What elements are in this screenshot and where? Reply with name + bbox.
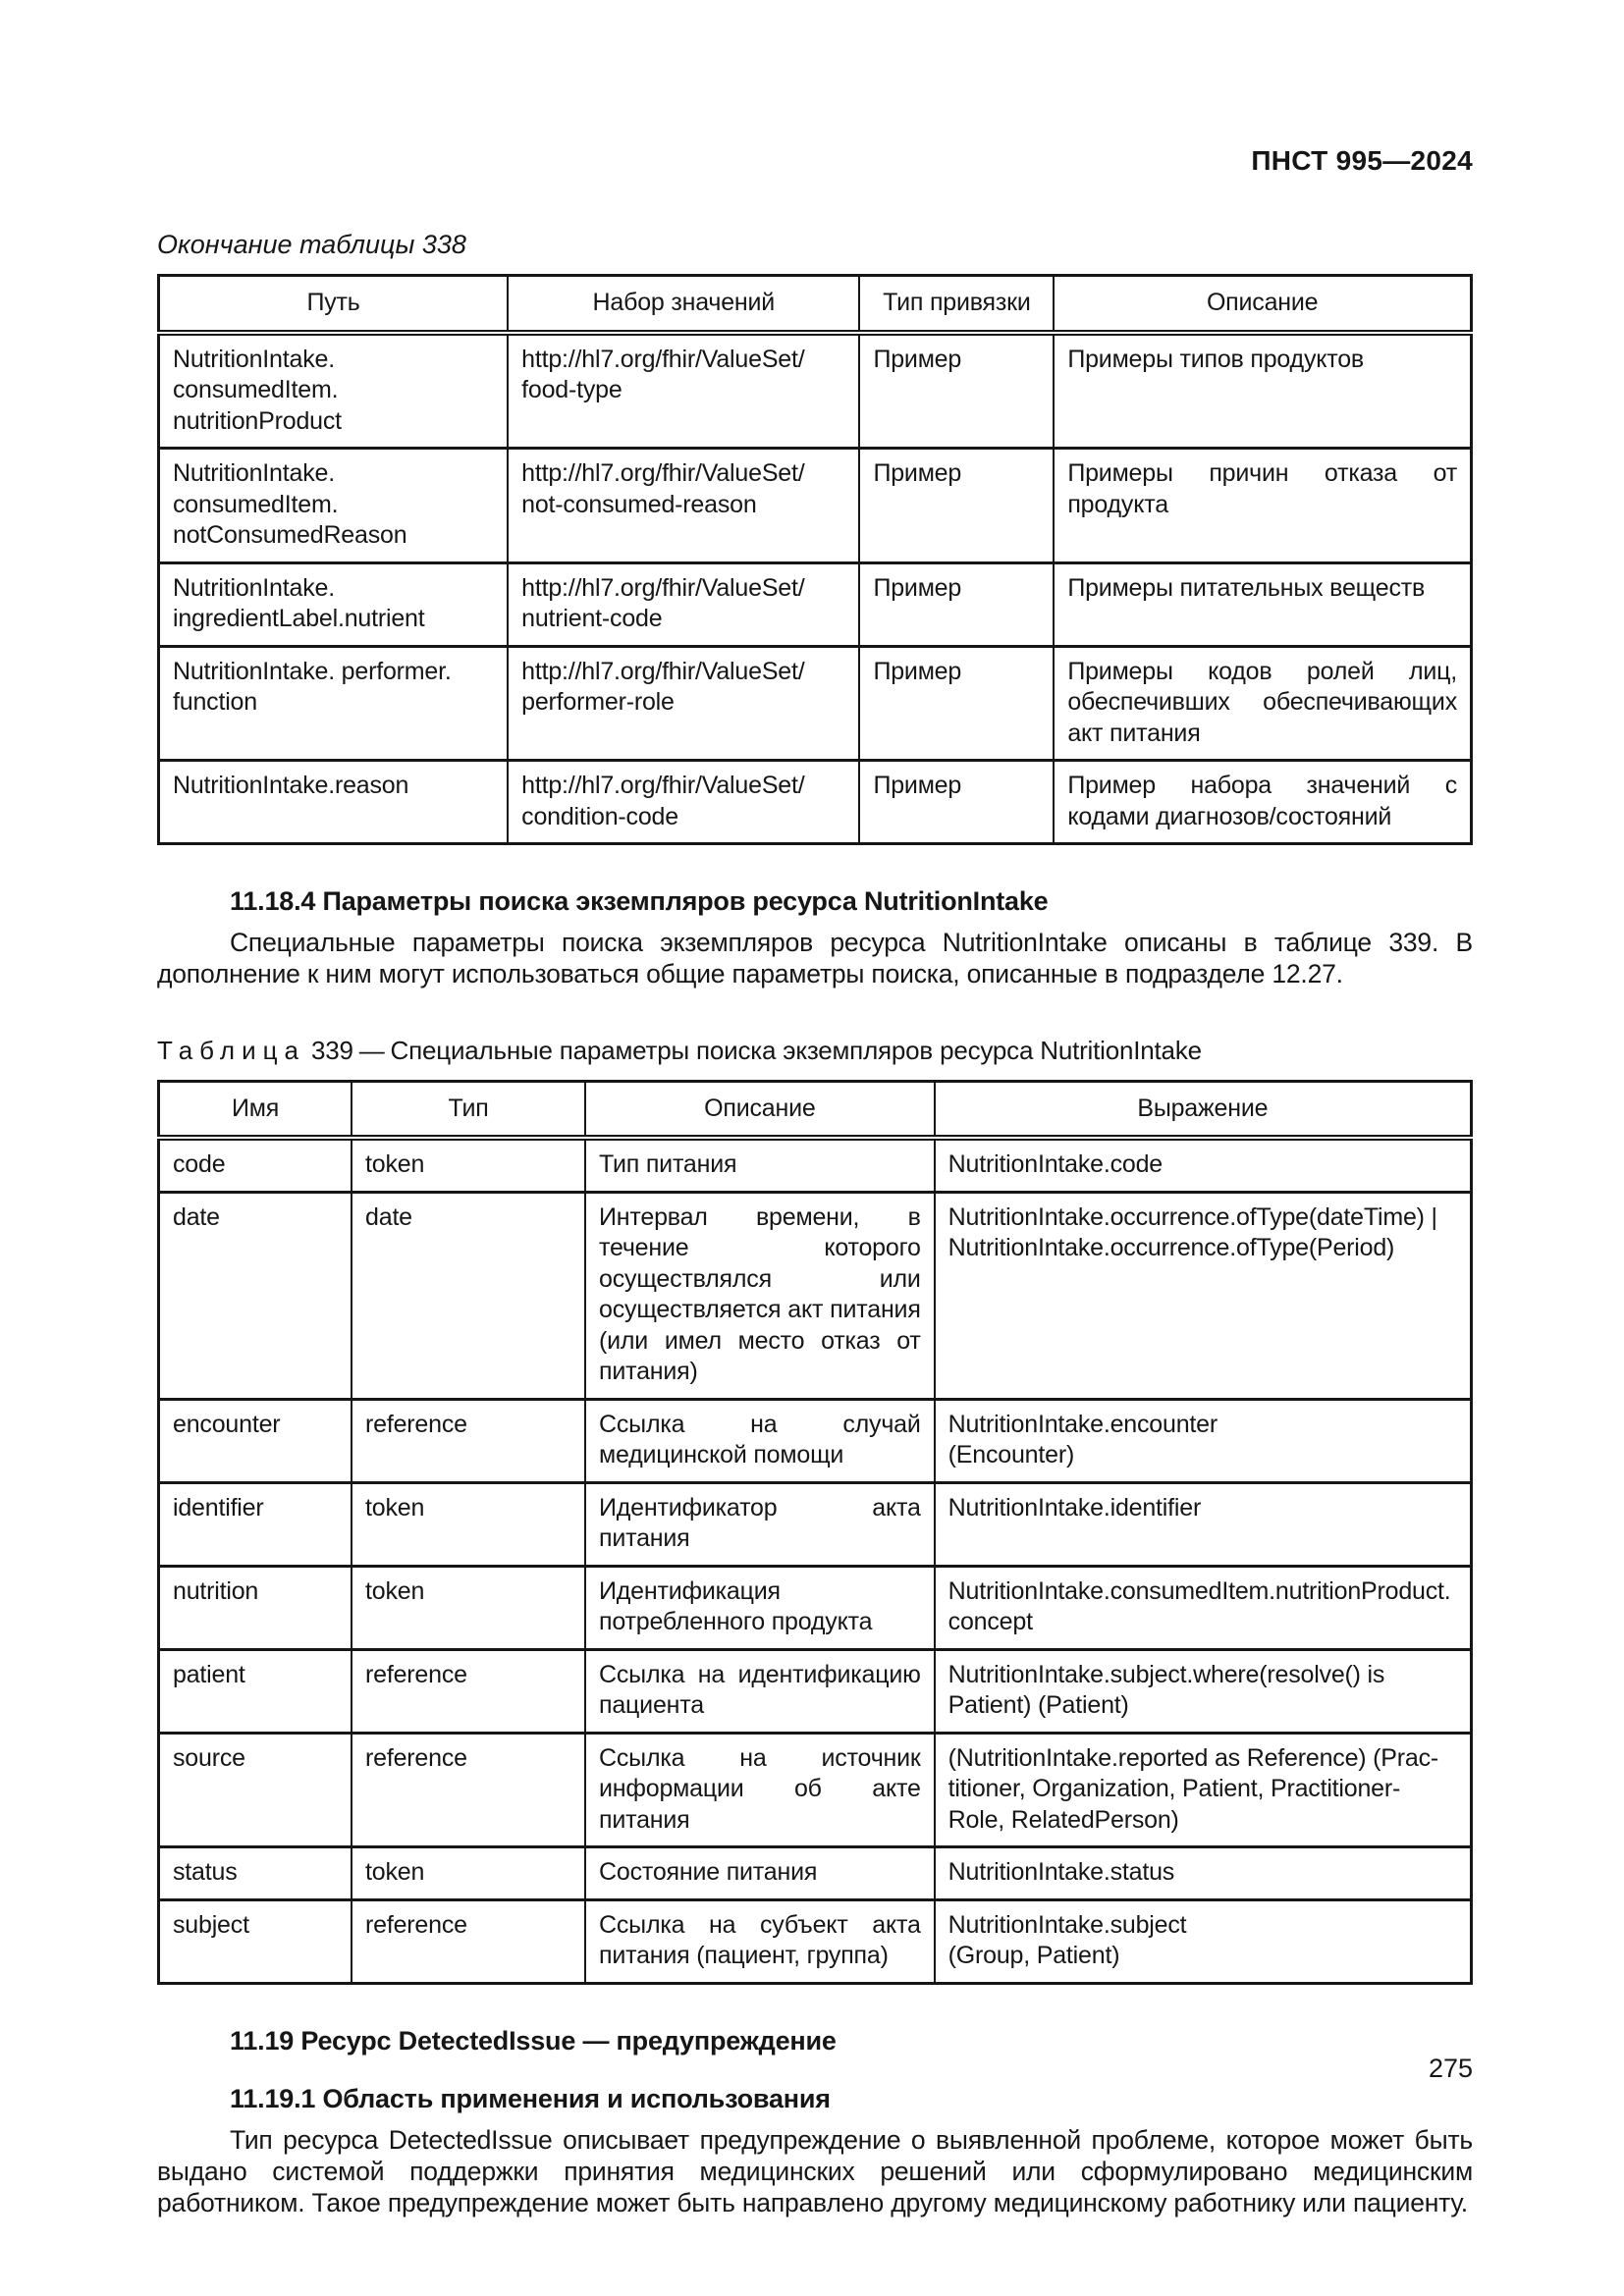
type-cell: token [351, 1137, 587, 1194]
table-row: encounter reference Ссылка на случай мед… [157, 1398, 1473, 1484]
binding-cell: Пример [858, 447, 1056, 564]
table-row: NutritionIntake. performer. function htt… [157, 645, 1473, 762]
type-cell: token [351, 1481, 587, 1568]
type-cell: token [351, 1565, 587, 1651]
expression-cell: NutritionIntake.subject (Group, Patient) [933, 1898, 1473, 1985]
description-cell: Примеры причин отказа от продукта [1053, 447, 1473, 564]
column-header-valueset: Набор значений [507, 274, 861, 336]
description-cell: Примеры кодов ролей лиц, обеспечивших об… [1053, 645, 1473, 762]
table-row: source reference Ссылка на источник инфо… [157, 1732, 1473, 1849]
description-cell: Ссылка на источник информации об акте пи… [584, 1732, 936, 1849]
name-cell: date [157, 1191, 353, 1401]
valueset-cell: http://hl7.org/fhir/ValueSet/ not-consum… [507, 447, 861, 564]
expression-cell: NutritionIntake.status [933, 1845, 1473, 1901]
path-cell: NutritionIntake. consumedItem. nutrition… [157, 331, 510, 450]
expression-cell: NutritionIntake.consumedItem.nutritionPr… [933, 1565, 1473, 1651]
section-heading-11-19: 11.19 Ресурс DetectedIssue — предупрежде… [230, 2025, 837, 2056]
table-row: NutritionIntake. ingredientLabel.nutrien… [157, 561, 1473, 648]
path-cell: NutritionIntake. ingredientLabel.nutrien… [157, 561, 510, 648]
description-cell: Ссылка на идентификацию пациента [584, 1648, 936, 1735]
table-339-header-row: Имя Тип Описание Выражение [157, 1080, 1473, 1142]
path-cell: NutritionIntake. performer. function [157, 645, 510, 762]
table-row: status token Состояние питания Nutrition… [157, 1845, 1473, 1901]
valueset-cell: http://hl7.org/fhir/ValueSet/ food-type [507, 331, 861, 450]
table-caption-title: Специальные параметры поиска экземпляров… [390, 1035, 1203, 1065]
name-cell: encounter [157, 1398, 353, 1484]
path-cell: NutritionIntake. consumedItem. notConsum… [157, 447, 510, 564]
column-header-type: Тип [351, 1080, 587, 1142]
description-cell: Ссылка на случай медицинской помощи [584, 1398, 936, 1484]
section-heading-11-19-1: 11.19.1 Область применения и использован… [230, 2083, 831, 2113]
binding-cell: Пример [858, 561, 1056, 648]
binding-cell: Пример [858, 759, 1056, 845]
path-cell: NutritionIntake.reason [157, 759, 510, 845]
type-cell: reference [351, 1898, 587, 1985]
description-cell: Интервал времени, в течение которого осу… [584, 1191, 936, 1401]
expression-cell: NutritionIntake.identifier [933, 1481, 1473, 1568]
valueset-cell: http://hl7.org/fhir/ValueSet/ performer-… [507, 645, 861, 762]
table-caption-dash: — [358, 1035, 385, 1065]
page-number: 275 [1428, 2054, 1473, 2083]
description-cell: Пример набора значений с кодами диагнозо… [1053, 759, 1473, 845]
name-cell: status [157, 1845, 353, 1901]
table-339-caption: Таблица 339— Специальные параметры поиска … [157, 1036, 1473, 1066]
valueset-cell: http://hl7.org/fhir/ValueSet/ nutrient-c… [507, 561, 861, 648]
type-cell: reference [351, 1398, 587, 1484]
expression-cell: NutritionIntake.code [933, 1137, 1473, 1194]
description-cell: Идентификатор акта питания [584, 1481, 936, 1568]
column-header-binding: Тип привязки [858, 274, 1056, 336]
name-cell: subject [157, 1898, 353, 1985]
table-338-continuation-label: Окончание таблицы 338 [157, 230, 466, 259]
page-content: ПНСТ 995—2024 Окончание таблицы 338 Путь… [157, 0, 1473, 2219]
table-row: identifier token Идентификатор акта пита… [157, 1481, 1473, 1568]
table-row: NutritionIntake. consumedItem. nutrition… [157, 331, 1473, 450]
name-cell: identifier [157, 1481, 353, 1568]
name-cell: source [157, 1732, 353, 1849]
description-cell: Идентификация потребленного продукта [584, 1565, 936, 1651]
expression-cell: (NutritionIntake.reported as Reference) … [933, 1732, 1473, 1849]
section-11-19-paragraph: Тип ресурса DetectedIssue описывает пред… [157, 2124, 1473, 2218]
description-cell: Ссылка на субъект акта питания (пациент,… [584, 1898, 936, 1985]
column-header-name: Имя [157, 1080, 353, 1142]
type-cell: token [351, 1845, 587, 1901]
table-339: Имя Тип Описание Выражение code token Ти… [157, 1079, 1473, 1985]
description-cell: Тип питания [584, 1137, 936, 1194]
table-row: patient reference Ссылка на идентификаци… [157, 1648, 1473, 1735]
expression-cell: NutritionIntake.encounter (Encounter) [933, 1398, 1473, 1484]
column-header-expression: Выражение [933, 1080, 1473, 1142]
table-338: Путь Набор значений Тип привязки Описани… [157, 274, 1473, 845]
column-header-description: Описание [584, 1080, 936, 1142]
expression-cell: NutritionIntake.subject.where(resolve() … [933, 1648, 1473, 1735]
name-cell: nutrition [157, 1565, 353, 1651]
table-row: nutrition token Идентификация потребленн… [157, 1565, 1473, 1651]
table-caption-label: Таблица [157, 1035, 305, 1065]
table-caption-number: 339 [310, 1035, 353, 1065]
description-cell: Примеры типов продуктов [1053, 331, 1473, 450]
table-row: subject reference Ссылка на субъект акта… [157, 1898, 1473, 1985]
valueset-cell: http://hl7.org/fhir/ValueSet/ condition-… [507, 759, 861, 845]
name-cell: code [157, 1137, 353, 1194]
binding-cell: Пример [858, 645, 1056, 762]
table-row: date date Интервал времени, в течение ко… [157, 1191, 1473, 1401]
name-cell: patient [157, 1648, 353, 1735]
column-header-path: Путь [157, 274, 510, 336]
section-11-18-4-paragraph: Специальные параметры поиска экземпляров… [157, 928, 1473, 989]
type-cell: date [351, 1191, 587, 1401]
table-338-header-row: Путь Набор значений Тип привязки Описани… [157, 274, 1473, 336]
section-heading-11-18-4: 11.18.4 Параметры поиска экземпляров рес… [230, 886, 1049, 916]
description-cell: Состояние питания [584, 1845, 936, 1901]
type-cell: reference [351, 1732, 587, 1849]
type-cell: reference [351, 1648, 587, 1735]
column-header-description: Описание [1053, 274, 1473, 336]
table-row: code token Тип питания NutritionIntake.c… [157, 1137, 1473, 1194]
expression-cell: NutritionIntake.occurrence.ofType(dateTi… [933, 1191, 1473, 1401]
document-code: ПНСТ 995—2024 [1251, 145, 1473, 176]
table-row: NutritionIntake.reason http://hl7.org/fh… [157, 759, 1473, 845]
binding-cell: Пример [858, 331, 1056, 450]
description-cell: Примеры питательных веществ [1053, 561, 1473, 648]
table-row: NutritionIntake. consumedItem. notConsum… [157, 447, 1473, 564]
